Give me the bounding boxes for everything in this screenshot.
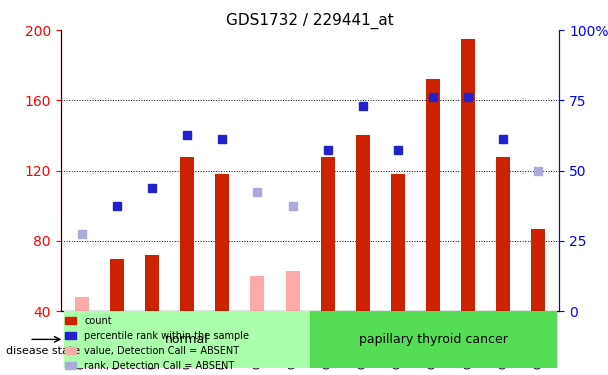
Bar <box>320 157 334 311</box>
Legend: count, percentile rank within the sample, value, Detection Call = ABSENT, rank, : count, percentile rank within the sample… <box>61 312 253 375</box>
Bar <box>215 174 229 311</box>
Bar <box>391 174 405 311</box>
Bar <box>286 271 300 311</box>
Bar <box>310 311 556 368</box>
Title: GDS1732 / 229441_at: GDS1732 / 229441_at <box>226 12 394 28</box>
Bar <box>250 276 264 311</box>
Text: normal: normal <box>165 333 209 346</box>
Bar <box>531 229 545 311</box>
Bar <box>461 39 475 311</box>
Bar <box>426 79 440 311</box>
Bar <box>64 311 310 368</box>
Bar <box>496 157 510 311</box>
Bar <box>180 157 194 311</box>
Text: papillary thyroid cancer: papillary thyroid cancer <box>359 333 508 346</box>
Text: disease state: disease state <box>6 346 80 355</box>
Bar <box>110 258 124 311</box>
Bar <box>145 255 159 311</box>
Bar <box>75 297 89 311</box>
Bar <box>356 135 370 311</box>
